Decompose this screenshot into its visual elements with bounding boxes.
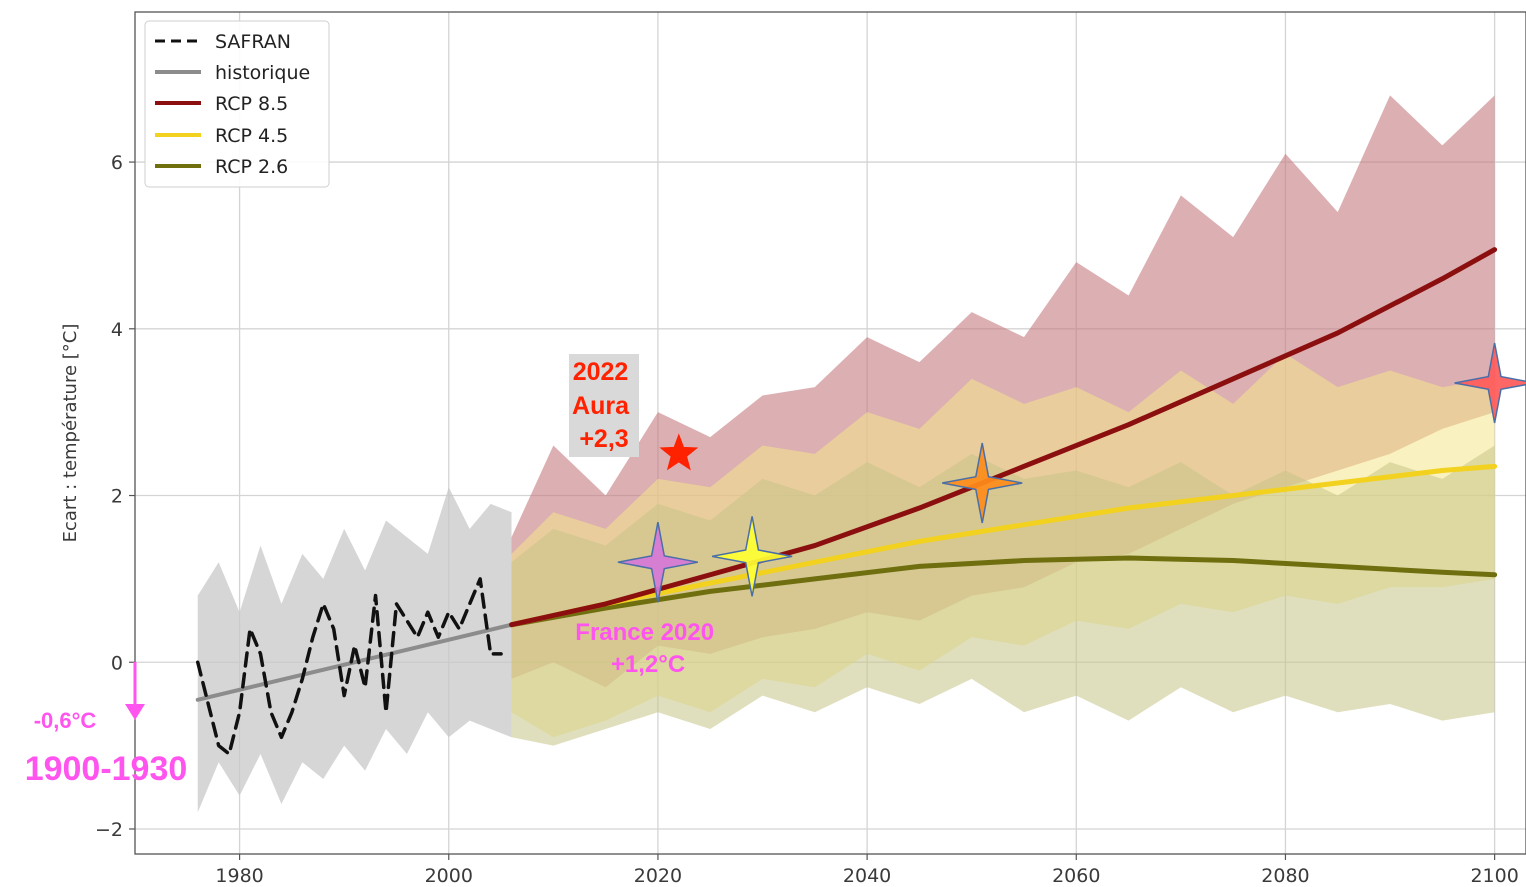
- aura-annotation-bg: [569, 354, 639, 457]
- star-marker-3: [942, 442, 1023, 524]
- x-tick-label: 2040: [843, 865, 891, 887]
- x-tick-label: 2060: [1052, 865, 1100, 887]
- x-tick-label: 2020: [634, 865, 682, 887]
- legend-label-safran: SAFRAN: [215, 31, 291, 53]
- aura-value: +2,3: [579, 425, 628, 453]
- period-label: 1900-1930: [25, 750, 188, 788]
- uncertainty-bands: [197, 95, 1495, 813]
- y-tick-label: 0: [111, 652, 123, 674]
- legend-label-historique: historique: [215, 62, 310, 84]
- band-rcp-2-6: [511, 445, 1495, 746]
- x-tick-label: 2100: [1470, 865, 1518, 887]
- y-axis-label: Ecart : température [°C]: [60, 324, 81, 543]
- star-marker-aura: [659, 433, 699, 471]
- legend-box: [144, 20, 330, 188]
- offset-label: -0,6°C: [34, 708, 97, 733]
- y-tick-label: 6: [111, 152, 123, 174]
- svg-text:France 2020 +1,2°C: France 2020 +1,2°C: [575, 619, 720, 678]
- legend-label-rcp26: RCP 2.6: [215, 156, 288, 178]
- line-historique: [195, 622, 514, 702]
- y-tick-label: 4: [111, 319, 123, 341]
- aura-year: 2022: [573, 358, 629, 386]
- x-tick-label: 1980: [215, 865, 263, 887]
- y-tick-label: 2: [111, 486, 123, 508]
- axis-ticks: 1980 2000 2020 2040 2060 2080 2100 −2 0 2 4 6: [95, 152, 1519, 887]
- star-marker-2: [711, 516, 793, 597]
- france-value: +1,2°C: [611, 651, 685, 678]
- france-label: France 2020: [575, 619, 714, 646]
- y-tick-label: −2: [95, 819, 123, 841]
- star-marker-4: [1454, 342, 1526, 424]
- legend-label-rcp85: RCP 8.5: [215, 93, 288, 115]
- line-rcp-4-5: [509, 463, 1498, 628]
- aura-region: Aura: [572, 392, 630, 420]
- legend-label-rcp45: RCP 4.5: [215, 125, 288, 147]
- plot-frame: [134, 11, 1526, 855]
- legend: SAFRAN historique RCP 8.5 RCP 4.5 RCP 2.…: [144, 20, 330, 188]
- offset-arrow-head: [125, 704, 145, 720]
- line-safran: [196, 577, 503, 756]
- x-tick-label: 2000: [425, 865, 473, 887]
- svg-text:2022 Aura +2,3: 2022 Aura +2,3: [572, 358, 636, 453]
- line-rcp-2-6: [509, 555, 1498, 628]
- star-marker-1: [617, 522, 699, 603]
- line-rcp-8-5: [509, 247, 1498, 628]
- star-markers: [617, 342, 1526, 603]
- series-lines: [195, 247, 1498, 756]
- x-tick-label: 2080: [1261, 865, 1309, 887]
